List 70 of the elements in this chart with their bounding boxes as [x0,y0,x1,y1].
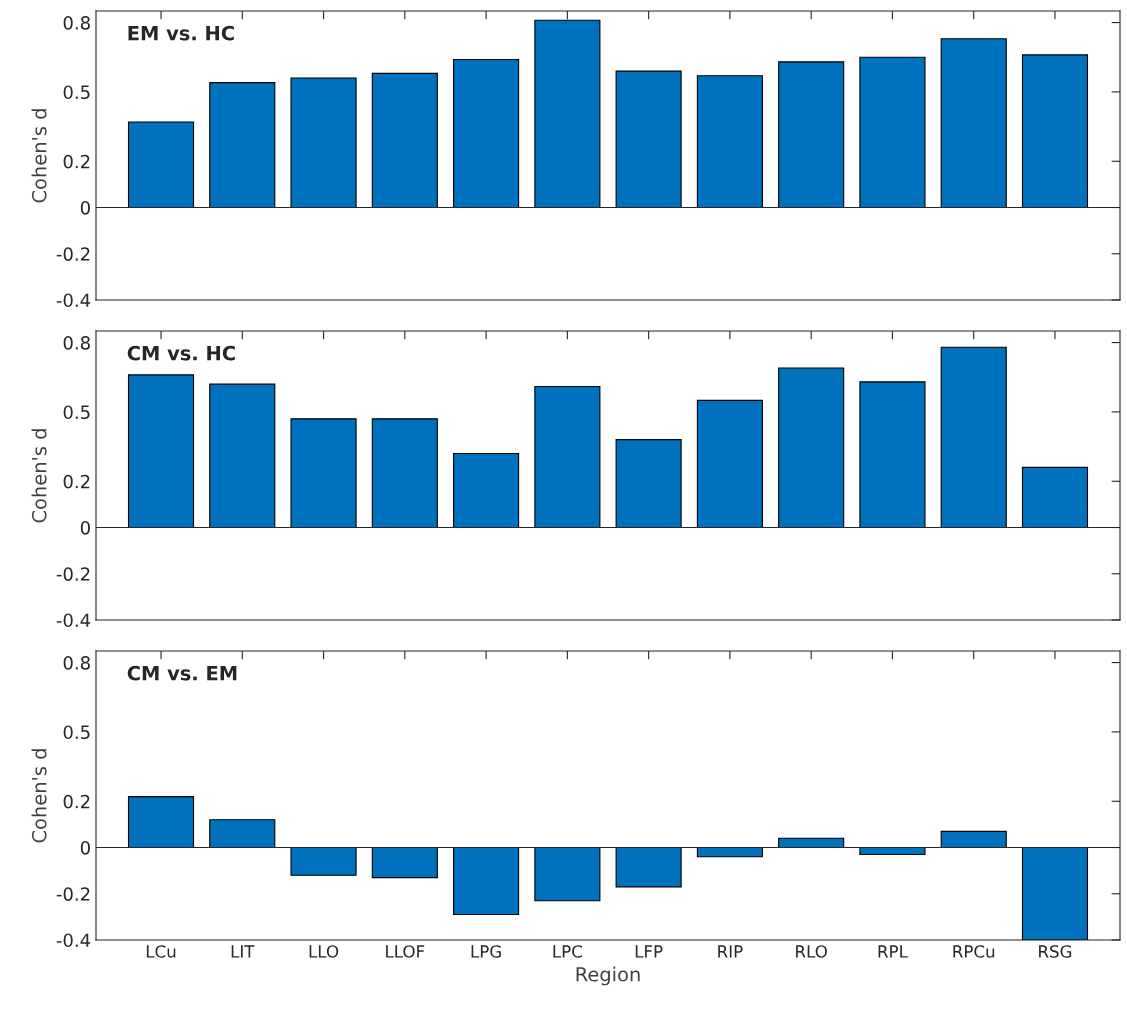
y-tick-label: 0.5 [63,85,90,100]
y-tick-label: 0.8 [63,16,90,30]
x-tick-label: RPL [878,945,908,958]
bar [371,72,438,209]
bar [127,796,195,849]
bar [940,38,1007,209]
bar [534,385,601,529]
bar [209,819,276,849]
y-tick-label: 0.2 [63,154,90,169]
y-tick-label: 0 [80,200,90,215]
bar [1021,846,1089,940]
text: CM vs. HC [127,345,235,361]
bar [615,70,682,209]
y-tick-label: -0.4 [56,933,91,948]
x-tick-label: RPCu [953,945,995,958]
bar [534,19,601,209]
bar [371,846,438,879]
bar [778,367,845,529]
y-tick-label: 0.2 [63,794,90,809]
bar [453,452,520,529]
bar [1021,466,1089,529]
y-tick-label: 0.5 [63,405,90,420]
bar [696,75,763,209]
bar [534,846,601,902]
y-tick-label: 0 [80,840,90,855]
bar [859,381,926,529]
y-tick-label: 0.2 [63,474,90,489]
bar [940,346,1007,529]
y-tick-label: 0.8 [63,336,90,350]
y-tick-label: 0.8 [63,656,90,670]
text: EM vs. HC [128,25,234,41]
bar [290,846,357,876]
bar [453,846,520,916]
x-tick-label: LFP [635,945,663,958]
x-tick-label: RLO [796,945,827,958]
x-tick-label: LPG [471,945,501,958]
y-tick-label: -0.2 [56,567,90,581]
x-tick-label: LIT [231,945,255,958]
x-tick-label: LPC [553,945,582,958]
y-axis-title: Cohen's d [31,429,47,523]
bar [940,830,1007,849]
x-tick-label: LLOF [386,945,425,958]
bar [615,846,682,888]
bar [696,399,763,529]
bar [778,61,845,209]
y-tick-label: -0.4 [56,293,91,308]
y-tick-label: -0.2 [56,247,90,261]
x-axis-title: Region [576,966,640,986]
bar [127,121,195,209]
y-axis-title: Cohen's d [31,749,47,843]
y-tick-label: -0.4 [56,613,91,628]
y-tick-label: 0.5 [63,725,90,740]
x-tick-label: RIP [718,945,743,958]
y-tick-label: -0.2 [56,887,90,901]
bar [453,58,520,209]
bar [127,374,195,529]
bar [290,77,357,209]
bar [290,418,357,529]
bar [615,439,682,529]
bar [209,82,276,209]
bar [371,418,438,529]
bar [859,56,926,209]
x-tick-label: LCu [146,945,176,958]
text: CM vs. EM [127,665,237,681]
bar [1021,54,1089,209]
y-axis-title: Cohen's d [31,109,47,203]
x-tick-label: LLO [309,945,339,958]
x-tick-label: RSG [1039,945,1072,958]
y-tick-label: 0 [80,520,90,535]
bar [209,383,276,529]
